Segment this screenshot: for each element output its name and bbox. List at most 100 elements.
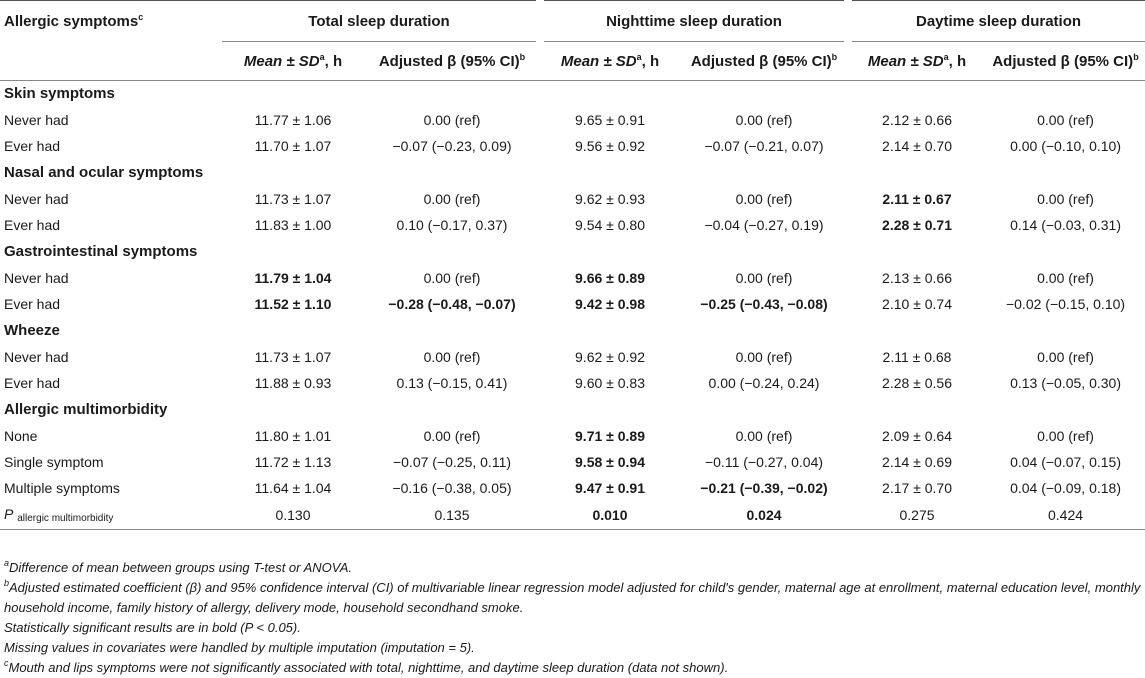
table-row: Multiple symptoms 11.64 ± 1.04 −0.16 (−0.3… bbox=[0, 475, 1145, 501]
table-cell: 0.00 (ref) bbox=[735, 427, 793, 444]
table-cell: −0.07 (−0.23, 0.09) bbox=[392, 138, 512, 155]
table-cell: 11.73 ± 1.07 bbox=[254, 348, 332, 365]
table-cell: 11.80 ± 1.01 bbox=[254, 427, 332, 444]
table-cell: 11.83 ± 1.00 bbox=[254, 217, 332, 234]
table-row: Ever had 11.70 ± 1.07 −0.07 (−0.23, 0.09) 9… bbox=[0, 133, 1145, 159]
row-label: P allergic multimorbidity bbox=[0, 501, 222, 531]
table-row: Ever had 11.52 ± 1.10 −0.28 (−0.48, −0.07)… bbox=[0, 291, 1145, 317]
row-label: Never had bbox=[4, 190, 69, 207]
category-row: Skin symptoms bbox=[0, 81, 1145, 107]
category-row: Nasal and ocular symptoms bbox=[0, 159, 1145, 185]
table-cell: 11.79 ± 1.04 bbox=[254, 269, 332, 286]
sleep-duration-table: Allergic symptomsc Total sleep duration … bbox=[0, 0, 1145, 531]
table-cell: 2.11 ± 0.68 bbox=[882, 348, 952, 365]
table-cell: 9.60 ± 0.83 bbox=[575, 374, 645, 391]
table-cell: 0.00 (ref) bbox=[423, 269, 481, 286]
category-label: Wheeze bbox=[4, 321, 60, 339]
table-cell: −0.21 (−0.39, −0.02) bbox=[700, 480, 828, 497]
table-cell: 0.00 (ref) bbox=[1037, 190, 1094, 207]
header-row-columns: Mean ± SDa, h Adjusted β (95% CI)b Mean … bbox=[0, 41, 1145, 81]
table-cell: 2.13 ± 0.66 bbox=[882, 269, 952, 286]
table-cell: 2.11 ± 0.67 bbox=[882, 190, 952, 207]
table-cell: 0.04 (−0.09, 0.18) bbox=[1010, 480, 1121, 497]
table-cell: 0.00 (ref) bbox=[423, 348, 481, 365]
table-cell: 2.12 ± 0.66 bbox=[882, 111, 952, 128]
table-cell: 11.72 ± 1.13 bbox=[254, 453, 332, 470]
category-label: Skin symptoms bbox=[4, 85, 115, 103]
table-row: Ever had 11.88 ± 0.93 0.13 (−0.15, 0.41) 9.… bbox=[0, 370, 1145, 396]
table-row: Never had 11.79 ± 1.04 0.00 (ref) 9.66 ± 0.… bbox=[0, 265, 1145, 291]
table-cell: 9.71 ± 0.89 bbox=[575, 427, 645, 444]
col-header-beta-nighttime: Adjusted β (95% CI)b bbox=[680, 41, 849, 81]
table-cell: −0.04 (−0.27, 0.19) bbox=[704, 217, 824, 234]
table-cell: 0.10 (−0.17, 0.37) bbox=[396, 217, 508, 234]
table-cell: 0.13 (−0.15, 0.41) bbox=[396, 374, 508, 391]
table-cell: 9.42 ± 0.98 bbox=[575, 296, 645, 313]
col-header-mean-daytime: Mean ± SDa, h bbox=[848, 41, 987, 81]
table-cell: 2.14 ± 0.70 bbox=[882, 138, 952, 155]
table-cell: 0.130 bbox=[222, 501, 364, 531]
table-cell: 0.00 (ref) bbox=[735, 269, 793, 286]
footnote: cMouth and lips symptoms were not signif… bbox=[4, 658, 729, 676]
group-header-nighttime: Nighttime sleep duration bbox=[535, 0, 849, 42]
category-label: Nasal and ocular symptoms bbox=[4, 164, 204, 182]
table-row: Never had 11.73 ± 1.07 0.00 (ref) 9.62 ± 0.… bbox=[0, 343, 1145, 369]
table-cell: 0.00 (ref) bbox=[735, 190, 793, 207]
col-header-beta-total: Adjusted β (95% CI)b bbox=[364, 41, 540, 81]
row-label: Never had bbox=[4, 269, 69, 286]
table-cell: 0.00 (ref) bbox=[423, 190, 481, 207]
table-cell: 0.135 bbox=[364, 501, 540, 531]
row-label: Never had bbox=[4, 348, 69, 365]
table-cell: 0.00 (ref) bbox=[1037, 427, 1094, 444]
footnote: bAdjusted estimated coefficient (β) and … bbox=[4, 578, 1141, 616]
empty-header-cell bbox=[0, 41, 222, 81]
row-label: Multiple symptoms bbox=[4, 480, 120, 497]
table-cell: 0.424 bbox=[986, 501, 1145, 531]
table-cell: 0.00 (ref) bbox=[1037, 348, 1094, 365]
table-cell: −0.07 (−0.21, 0.07) bbox=[704, 138, 824, 155]
group-header-total: Total sleep duration bbox=[222, 0, 540, 42]
table-cell: −0.07 (−0.25, 0.11) bbox=[392, 453, 512, 470]
table-cell: 2.28 ± 0.71 bbox=[882, 217, 952, 234]
col-header-mean-nighttime: Mean ± SDa, h bbox=[540, 41, 680, 81]
category-row: Gastrointestinal symptoms bbox=[0, 238, 1145, 264]
table-cell: 11.77 ± 1.06 bbox=[254, 111, 332, 128]
row-label: Never had bbox=[4, 111, 69, 128]
table-cell: 0.04 (−0.07, 0.15) bbox=[1010, 453, 1121, 470]
table-cell: 0.13 (−0.05, 0.30) bbox=[1010, 374, 1121, 391]
table-cell: 9.66 ± 0.89 bbox=[575, 269, 645, 286]
row-label-header: Allergic symptomsc bbox=[0, 0, 222, 42]
table-row: Ever had 11.83 ± 1.00 0.10 (−0.17, 0.37) 9.… bbox=[0, 212, 1145, 238]
table-cell: 9.65 ± 0.91 bbox=[575, 111, 645, 128]
table-cell: 11.52 ± 1.10 bbox=[254, 296, 332, 313]
table-cell: 0.010 bbox=[540, 501, 680, 531]
row-label: Ever had bbox=[4, 138, 61, 155]
table-cell: 0.00 (ref) bbox=[735, 348, 793, 365]
table-cell: −0.28 (−0.48, −0.07) bbox=[388, 296, 516, 313]
row-label: None bbox=[4, 427, 38, 444]
table-cell: 9.47 ± 0.91 bbox=[575, 480, 645, 497]
table-cell: 0.00 (ref) bbox=[423, 111, 481, 128]
table-cell: 0.00 (−0.24, 0.24) bbox=[708, 374, 820, 391]
row-label: Ever had bbox=[4, 374, 61, 391]
p-value-row: P allergic multimorbidity 0.130 0.135 0.010… bbox=[0, 501, 1145, 531]
footnote: aDifference of mean between groups using… bbox=[4, 558, 353, 576]
row-label: Single symptom bbox=[4, 453, 104, 470]
table-cell: −0.11 (−0.27, 0.04) bbox=[704, 453, 824, 470]
table-cell: 9.56 ± 0.92 bbox=[575, 138, 645, 155]
table-cell: 2.09 ± 0.64 bbox=[882, 427, 952, 444]
footnote: Statistically significant results are in… bbox=[4, 620, 301, 635]
table-cell: 0.00 (ref) bbox=[1037, 269, 1094, 286]
category-label: Allergic multimorbidity bbox=[4, 400, 168, 418]
group-header-daytime: Daytime sleep duration bbox=[844, 0, 1145, 42]
category-label: Gastrointestinal symptoms bbox=[4, 242, 198, 260]
table-cell: −0.02 (−0.15, 0.10) bbox=[1005, 296, 1126, 313]
table-cell: 9.62 ± 0.93 bbox=[575, 190, 645, 207]
table-row: Never had 11.77 ± 1.06 0.00 (ref) 9.65 ± 0.… bbox=[0, 107, 1145, 133]
category-row: Allergic multimorbidity bbox=[0, 396, 1145, 422]
table-cell: 0.14 (−0.03, 0.31) bbox=[1010, 217, 1121, 234]
row-label: Ever had bbox=[4, 296, 61, 313]
table-cell: 0.00 (ref) bbox=[1037, 111, 1094, 128]
col-header-mean-total: Mean ± SDa, h bbox=[222, 41, 364, 81]
table-cell: 2.10 ± 0.74 bbox=[882, 296, 952, 313]
